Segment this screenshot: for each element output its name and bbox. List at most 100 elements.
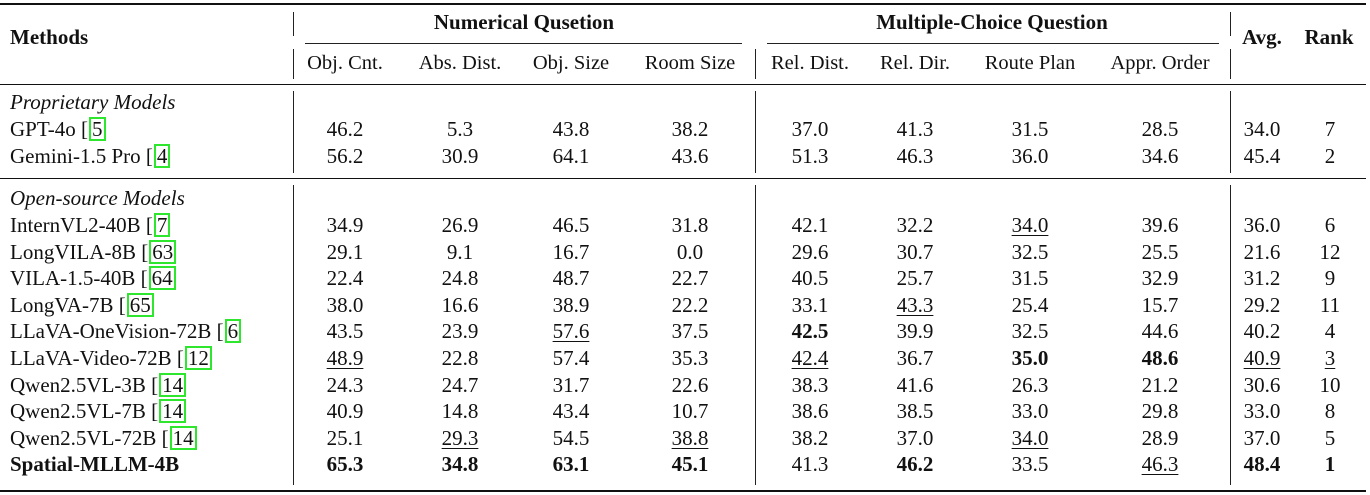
method-name-cell: Qwen2.5VL-7B [14 — [10, 399, 187, 424]
score-cell: 57.4 — [552, 346, 590, 370]
citation-link[interactable]: 65 — [126, 292, 154, 317]
score-cell: 24.8 — [441, 266, 479, 291]
score-cell: 64.1 — [552, 144, 590, 168]
method-name: Spatial-MLLM-4B — [10, 452, 180, 477]
method-name: Qwen2.5VL-3B — [10, 372, 146, 397]
score-cell: 38.8 — [671, 425, 709, 450]
vrule-methods — [293, 12, 294, 36]
citation-link[interactable]: 4 — [153, 144, 171, 168]
method-name: LLaVA-Video-72B — [10, 346, 172, 370]
score-cell: 28.5 — [1141, 117, 1179, 141]
top-rule — [0, 3, 1366, 5]
score-cell: 46.5 — [552, 213, 590, 237]
score-cell: 38.2 — [791, 425, 829, 450]
score-cell: 46.3 — [1141, 452, 1179, 477]
score-cell: 32.5 — [1011, 319, 1049, 344]
method-name: LongVILA-8B — [10, 239, 136, 264]
score-cell: 43.5 — [326, 319, 364, 344]
score-cell: 31.5 — [1011, 266, 1049, 291]
cite-bracket: [ — [113, 292, 126, 317]
score-cell: 39.9 — [896, 319, 934, 344]
score-cell: 29.1 — [326, 239, 364, 264]
vrule-prop-1 — [293, 91, 294, 173]
vrule-mc — [1230, 12, 1231, 36]
citation-link[interactable]: 7 — [153, 213, 171, 237]
column-header: Rel. Dir. — [879, 52, 951, 74]
column-header: Obj. Cnt. — [307, 52, 383, 74]
cite-bracket: [ — [145, 399, 159, 424]
rank-cell: 10 — [1319, 372, 1341, 397]
score-cell: 48.6 — [1141, 346, 1179, 370]
method-name: Qwen2.5VL-7B — [10, 399, 146, 424]
score-cell: 38.0 — [326, 292, 364, 317]
score-cell: 16.6 — [441, 292, 479, 317]
column-header: Appr. Order — [1110, 52, 1210, 74]
score-cell: 5.3 — [446, 117, 474, 141]
score-cell: 42.1 — [791, 213, 829, 237]
section-label: Proprietary Models — [10, 90, 176, 114]
score-cell: 22.4 — [326, 266, 364, 291]
citation-link[interactable]: 63 — [149, 239, 177, 264]
score-cell: 24.7 — [441, 372, 479, 397]
score-cell: 32.9 — [1141, 266, 1179, 291]
rank-cell: 7 — [1324, 117, 1336, 141]
rank-cell: 1 — [1324, 452, 1336, 477]
score-cell: 41.3 — [896, 117, 934, 141]
method-name: LLaVA-OneVision-72B — [10, 319, 212, 344]
avg-cell: 31.2 — [1243, 266, 1281, 291]
method-name-cell: LongVA-7B [65 — [10, 292, 154, 317]
method-name-cell: Qwen2.5VL-3B [14 — [10, 372, 187, 397]
citation-link[interactable]: 64 — [148, 266, 176, 291]
column-header: Obj. Size — [532, 52, 610, 74]
score-cell: 42.5 — [791, 319, 829, 344]
citation-link[interactable]: 12 — [184, 346, 212, 370]
method-name: GPT-4o — [10, 117, 76, 141]
citation-link[interactable]: 14 — [169, 425, 197, 450]
avg-cell: 45.4 — [1243, 144, 1281, 168]
score-cell: 25.7 — [896, 266, 934, 291]
avg-cell: 33.0 — [1243, 399, 1281, 424]
score-cell: 40.9 — [326, 399, 364, 424]
header-mid-rule — [0, 84, 1366, 85]
score-cell: 57.6 — [552, 319, 590, 344]
citation-link[interactable]: 5 — [89, 117, 106, 141]
score-cell: 16.7 — [552, 239, 590, 264]
method-name-cell: LongVILA-8B [63 — [10, 239, 177, 264]
method-name-cell: Gemini-1.5 Pro [4 — [10, 144, 171, 168]
score-cell: 0.0 — [676, 239, 704, 264]
score-cell: 37.0 — [791, 117, 829, 141]
score-cell: 44.6 — [1141, 319, 1179, 344]
score-cell: 38.6 — [791, 399, 829, 424]
avg-cell: 48.4 — [1243, 452, 1281, 477]
score-cell: 43.3 — [896, 292, 934, 317]
score-cell: 33.0 — [1011, 399, 1049, 424]
score-cell: 21.2 — [1141, 372, 1179, 397]
score-cell: 34.6 — [1141, 144, 1179, 168]
avg-cell: 29.2 — [1243, 292, 1281, 317]
method-name: InternVL2-40B — [10, 213, 141, 237]
citation-link[interactable]: 14 — [159, 399, 187, 424]
column-header: Room Size — [644, 52, 736, 74]
cmidrule-multiple-choice — [767, 43, 1219, 44]
score-cell: 41.3 — [791, 452, 829, 477]
column-header: Abs. Dist. — [418, 52, 502, 74]
score-cell: 45.1 — [671, 452, 709, 477]
score-cell: 34.0 — [1011, 425, 1049, 450]
vrule-mc-sub — [1230, 49, 1231, 79]
score-cell: 29.6 — [791, 239, 829, 264]
method-name: LongVA-7B — [10, 292, 114, 317]
column-header: Rel. Dist. — [770, 52, 850, 74]
rank-cell: 3 — [1324, 346, 1336, 370]
score-cell: 38.9 — [552, 292, 590, 317]
cite-bracket: [ — [156, 425, 169, 450]
citation-link[interactable]: 14 — [159, 372, 187, 397]
score-cell: 14.8 — [441, 399, 479, 424]
score-cell: 35.3 — [671, 346, 709, 370]
vrule-prop-2 — [755, 91, 756, 173]
score-cell: 48.7 — [552, 266, 590, 291]
vrule-open-2 — [755, 185, 756, 485]
rank-cell: 2 — [1324, 144, 1336, 168]
score-cell: 48.9 — [326, 346, 364, 370]
score-cell: 34.0 — [1011, 213, 1049, 237]
citation-link[interactable]: 6 — [224, 319, 242, 344]
